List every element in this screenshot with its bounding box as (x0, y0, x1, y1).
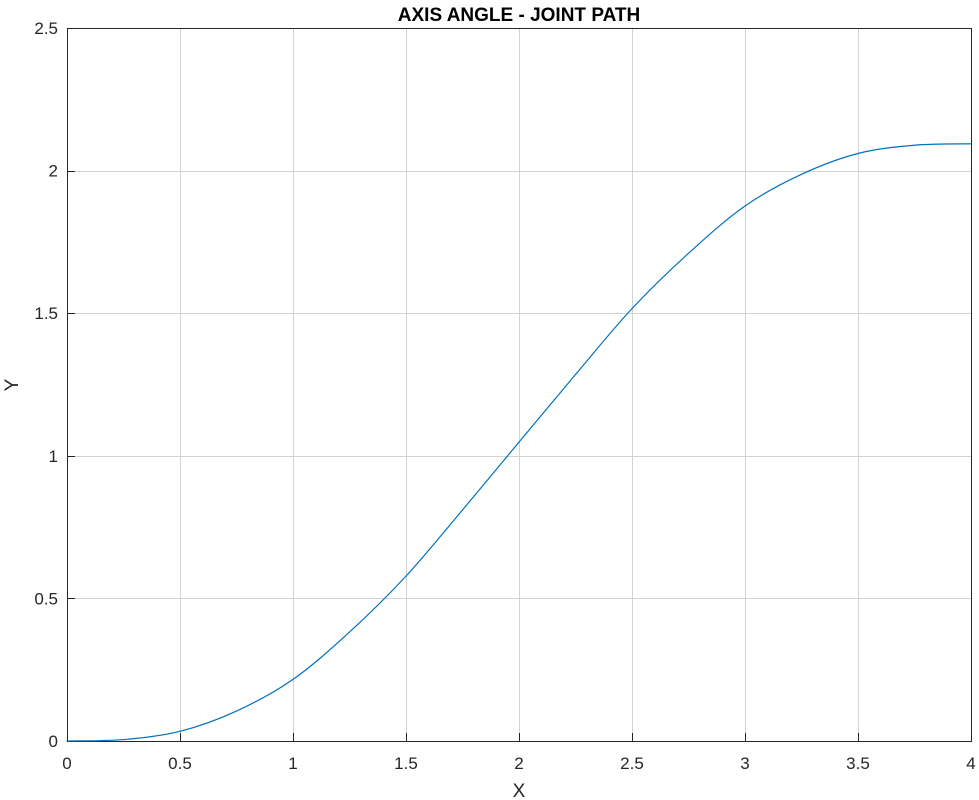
y-tick-label: 1.5 (34, 304, 58, 323)
chart-title: AXIS ANGLE - JOINT PATH (398, 5, 640, 26)
x-axis-ticks: 0 0.5 1 1.5 2 2.5 3 3.5 4 (62, 733, 976, 773)
y-axis-label: Y (2, 378, 23, 391)
data-point (744, 205, 746, 207)
x-tick-label: 4 (966, 754, 975, 773)
x-tick-label: 2 (514, 754, 523, 773)
y-tick-label: 1 (49, 447, 58, 466)
data-point (857, 152, 859, 155)
data-point (179, 730, 181, 732)
x-axis-label: X (513, 781, 526, 800)
data-point (461, 509, 464, 511)
data-point (122, 738, 125, 741)
y-tick-label: 2 (49, 162, 58, 181)
x-tick-label: 0 (62, 754, 71, 773)
y-tick-label: 2.5 (34, 19, 58, 38)
data-point (913, 144, 916, 146)
data-point (970, 143, 972, 145)
data-point (631, 308, 633, 310)
data-point (292, 678, 294, 680)
x-tick-label: 1 (288, 754, 297, 773)
x-tick-label: 3 (740, 754, 749, 773)
data-point (235, 710, 238, 712)
data-point (405, 575, 407, 577)
series-layer (66, 143, 972, 742)
data-point (687, 252, 690, 254)
x-tick-label: 0.5 (168, 754, 192, 773)
y-tick-label: 0 (49, 732, 58, 751)
data-point (574, 373, 577, 376)
data-point (800, 173, 803, 175)
data-point (348, 631, 351, 633)
x-tick-label: 2.5 (620, 754, 644, 773)
data-point (518, 441, 520, 443)
x-tick-label: 1.5 (394, 754, 418, 773)
y-axis-ticks: 0 0.5 1 1.5 2 2.5 (34, 19, 75, 751)
data-point (66, 740, 68, 742)
plot-area-border (67, 28, 972, 742)
grid (67, 28, 971, 741)
x-tick-label: 3.5 (846, 754, 870, 773)
y-tick-label: 0.5 (34, 589, 58, 608)
